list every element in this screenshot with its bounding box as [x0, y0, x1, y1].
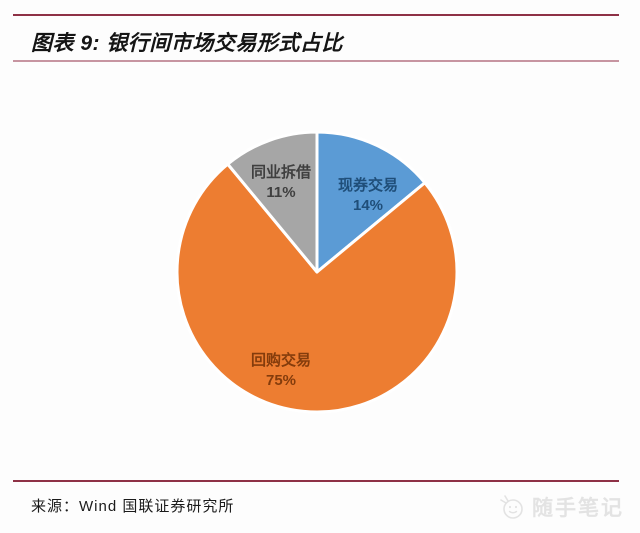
footer-rule	[13, 480, 619, 482]
slice-percent: 75%	[265, 372, 297, 389]
slice-name: 现券交易	[337, 177, 399, 194]
watermark: 随手笔记	[497, 492, 624, 522]
smiley-face-icon	[500, 495, 523, 519]
source-note: 来源：Wind 国联证券研究所	[31, 498, 235, 515]
slice-name: 同业拆借	[250, 164, 312, 181]
slice-percent: 14%	[352, 197, 384, 214]
slice-label-repo-trading: 回购交易 75%	[251, 351, 311, 391]
watermark-text: 随手笔记	[532, 497, 624, 520]
slice-name: 回购交易	[250, 352, 312, 369]
header-bottom-rule	[13, 60, 619, 62]
figure-title: 图表 9: 银行间市场交易形式占比	[31, 32, 343, 55]
slice-percent: 11%	[266, 184, 296, 201]
header-top-rule	[13, 14, 619, 16]
slice-label-cash-bond-trading: 现券交易 14%	[338, 176, 398, 216]
slice-label-interbank-lending: 同业拆借 11%	[251, 163, 311, 203]
